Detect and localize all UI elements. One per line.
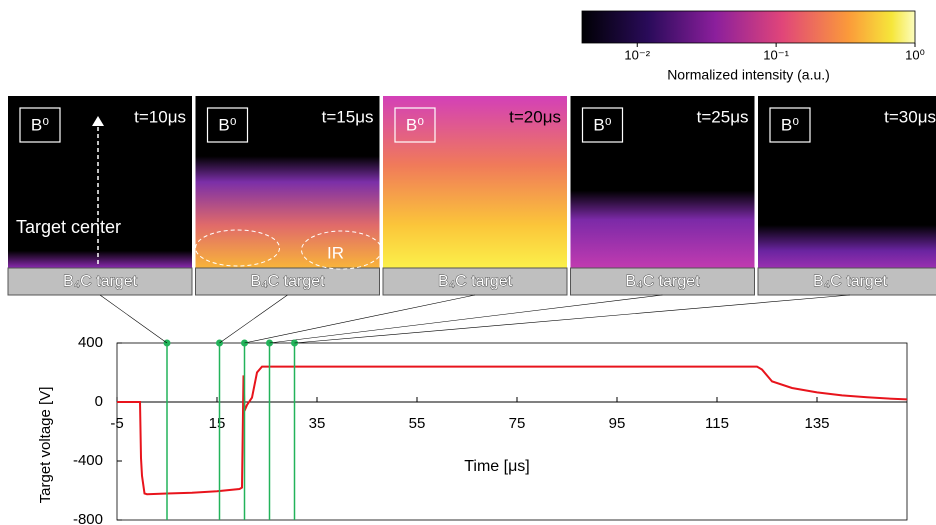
- time-label: t=25μs: [697, 107, 749, 126]
- connector: [295, 295, 851, 343]
- species-label: B⁰: [781, 115, 799, 134]
- x-tick-label: 15: [209, 415, 226, 432]
- x-axis-label: Time [μs]: [464, 458, 530, 475]
- note-label: IR: [327, 243, 344, 262]
- y-tick-label: -800: [73, 511, 103, 525]
- x-tick-label: 135: [804, 415, 829, 432]
- connector: [220, 295, 288, 343]
- y-tick-label: 400: [78, 334, 103, 351]
- colorbar-label: Normalized intensity (a.u.): [667, 67, 830, 83]
- x-tick-label: 95: [609, 415, 626, 432]
- y-tick-label: -400: [73, 452, 103, 469]
- note-label: Target center: [16, 217, 121, 237]
- connector: [100, 295, 167, 343]
- connector: [270, 295, 663, 343]
- x-tick-label: 75: [509, 415, 526, 432]
- species-label: B⁰: [218, 115, 236, 134]
- x-tick-label: 55: [409, 415, 426, 432]
- target-label: B₄C target: [813, 273, 888, 290]
- species-label: B⁰: [593, 115, 611, 134]
- time-label: t=15μs: [322, 107, 374, 126]
- connector: [245, 295, 476, 343]
- target-label: B₄C target: [63, 273, 138, 290]
- y-axis-label: Target voltage [V]: [37, 387, 54, 504]
- x-tick-label: -5: [110, 415, 123, 432]
- target-label: B₄C target: [625, 273, 700, 290]
- time-label: t=30μs: [884, 107, 936, 126]
- x-tick-label: 115: [705, 415, 729, 432]
- target-label: B₄C target: [438, 273, 513, 290]
- colorbar-tick-label: 10⁻¹: [763, 47, 789, 62]
- time-label: t=10μs: [134, 107, 186, 126]
- species-label: B⁰: [31, 115, 49, 134]
- y-tick-label: 0: [95, 393, 103, 410]
- colorbar: [582, 11, 915, 43]
- colorbar-tick-label: 10⁻²: [624, 47, 650, 62]
- colorbar-tick-label: 10⁰: [905, 47, 925, 62]
- figure: 10⁻² 10⁻¹ 10⁰ Normalized intensity (a.u.) B⁰…: [0, 0, 936, 525]
- x-tick-label: 35: [309, 415, 326, 432]
- target-label: B₄C target: [250, 273, 325, 290]
- time-label: t=20μs: [509, 107, 561, 126]
- species-label: B⁰: [406, 115, 424, 134]
